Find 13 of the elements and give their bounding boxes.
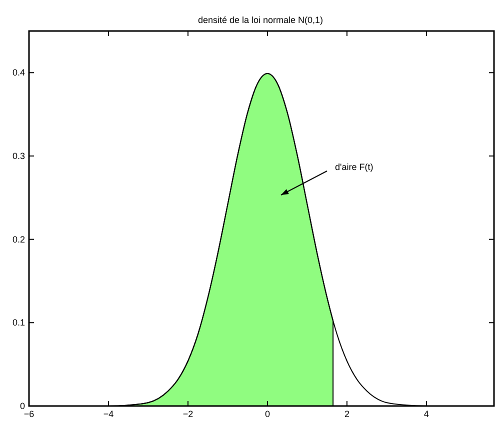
x-tick-label: 2 bbox=[344, 409, 350, 419]
x-tick-label: −4 bbox=[103, 409, 114, 419]
chart-title: densité de la loi normale N(0,1) bbox=[198, 15, 324, 25]
x-tick-label: 4 bbox=[424, 409, 429, 419]
x-tick-label: −2 bbox=[182, 409, 194, 419]
y-tick-label: 0.4 bbox=[12, 68, 25, 78]
x-tick-label: −6 bbox=[24, 409, 34, 419]
y-tick-label: 0 bbox=[20, 401, 25, 411]
y-tick-label: 0.3 bbox=[12, 151, 25, 161]
annotation: d'aire F(t) bbox=[335, 162, 374, 172]
y-tick-label: 0.2 bbox=[12, 234, 25, 244]
x-tick-label: 0 bbox=[264, 409, 270, 419]
y-tick-label: 0.1 bbox=[12, 318, 25, 328]
